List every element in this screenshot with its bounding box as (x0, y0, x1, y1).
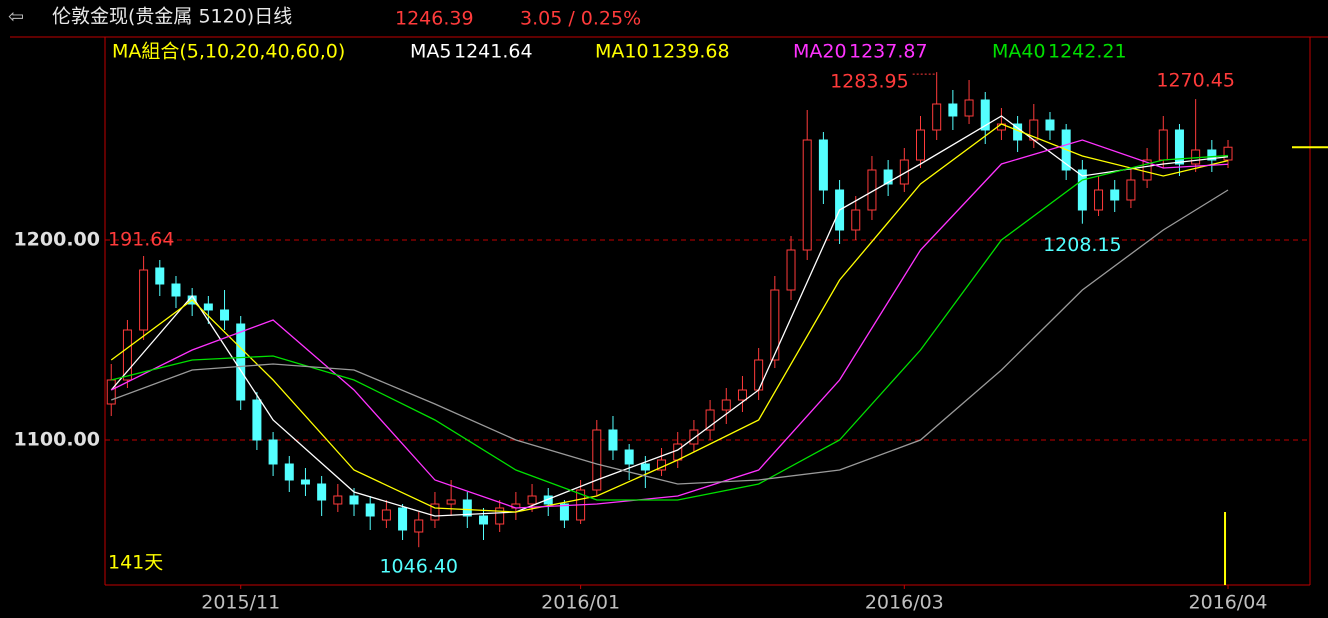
candle-body (430, 503, 440, 521)
candle-body (365, 503, 375, 517)
legend-value: 1242.21 (1048, 41, 1127, 63)
annotation: 1208.15 (1043, 234, 1122, 256)
candle-body (139, 269, 149, 331)
ma-line (111, 189, 1229, 485)
candle-body (155, 267, 165, 285)
candle-body (252, 399, 262, 441)
annotation: 1270.45 (1156, 70, 1235, 92)
candle-body (948, 103, 958, 117)
candle-body (236, 323, 246, 401)
y-tick-label: 1200.00 (13, 229, 100, 251)
candle-body (1223, 146, 1233, 161)
candle-body (1158, 129, 1168, 161)
chart-title: 伦敦金现(贵金属 5120)日线 (52, 6, 292, 28)
ma-line (110, 139, 1229, 509)
candle-body (1207, 149, 1217, 161)
ma-line (111, 154, 1229, 501)
legend-name: MA10 (595, 41, 649, 63)
candle-body (414, 519, 424, 533)
candle-body (689, 429, 699, 445)
candle-body (1110, 189, 1120, 201)
legend-name: MA20 (793, 41, 847, 63)
ma-line (110, 123, 1229, 513)
legend-name: MA40 (992, 41, 1046, 63)
candle-body (1045, 119, 1055, 131)
candle-body (786, 249, 796, 291)
candle-body (932, 103, 942, 131)
x-tick-label: 2016/04 (1189, 592, 1268, 614)
candle-body (1126, 179, 1136, 201)
candle-body (964, 99, 974, 117)
last-price: 1246.39 (395, 8, 474, 30)
candle-body (446, 499, 456, 505)
candle-body (802, 139, 812, 251)
candle-body (624, 449, 634, 465)
annotation: 1283.95 (830, 71, 909, 93)
candle-body (1142, 159, 1152, 181)
legend-value: 1241.64 (454, 41, 533, 63)
candle-body (737, 389, 747, 401)
ma-title: MA組合(5,10,20,40,60,0) (112, 41, 345, 63)
candle-body (916, 129, 926, 161)
candle-body (398, 507, 408, 531)
candle-body (770, 289, 780, 361)
legend-value: 1237.87 (849, 41, 928, 63)
x-tick-label: 2016/03 (865, 592, 944, 614)
candle-body (527, 495, 537, 505)
annotation: 1046.40 (379, 556, 458, 578)
candle-body (268, 439, 278, 465)
candle-body (818, 139, 828, 191)
candle-body (462, 499, 472, 517)
candle-body (673, 443, 683, 461)
candle-body (640, 463, 650, 471)
candle-body (754, 359, 764, 391)
candle-body (220, 309, 230, 321)
candle-body (122, 329, 132, 381)
level-label: 191.64 (108, 229, 174, 251)
candle-body (106, 379, 116, 405)
candle-body (721, 399, 731, 411)
candle-body (980, 99, 990, 131)
candle-body (203, 303, 213, 311)
x-tick-label: 2016/01 (541, 592, 620, 614)
y-tick-label: 1100.00 (13, 429, 100, 451)
candle-body (883, 169, 893, 185)
days-label: 141天 (108, 552, 163, 574)
candle-body (495, 507, 505, 525)
candle-body (317, 483, 327, 501)
legend-value: 1239.68 (651, 41, 730, 63)
candle-body (559, 503, 569, 521)
candle-body (284, 463, 294, 481)
candle-body (705, 409, 715, 431)
candle-body (300, 479, 310, 485)
ma-line (110, 115, 1229, 517)
candle-body (349, 495, 359, 505)
legend-name: MA5 (410, 41, 451, 63)
candle-body (592, 429, 602, 491)
candle-body (1094, 189, 1104, 211)
back-icon[interactable]: ⇦ (8, 6, 24, 28)
candle-body (333, 495, 343, 505)
price-change: 3.05 / 0.25% (520, 8, 641, 30)
candle-body (851, 209, 861, 231)
candle-body (478, 515, 488, 525)
candle-body (381, 509, 391, 521)
candle-body (899, 159, 909, 185)
candle-body (543, 495, 553, 505)
x-tick-label: 2015/11 (201, 592, 280, 614)
candle-body (1174, 129, 1184, 165)
candle-body (1077, 169, 1087, 211)
candle-body (171, 283, 181, 297)
candle-body (608, 429, 618, 451)
